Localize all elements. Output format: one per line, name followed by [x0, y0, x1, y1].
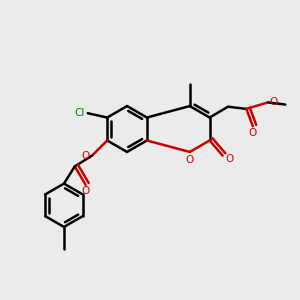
Text: Cl: Cl [74, 108, 85, 118]
Text: O: O [249, 128, 257, 138]
Text: O: O [81, 186, 90, 196]
Text: O: O [269, 98, 278, 107]
Text: O: O [226, 154, 234, 164]
Text: O: O [81, 151, 90, 160]
Text: O: O [186, 155, 194, 165]
